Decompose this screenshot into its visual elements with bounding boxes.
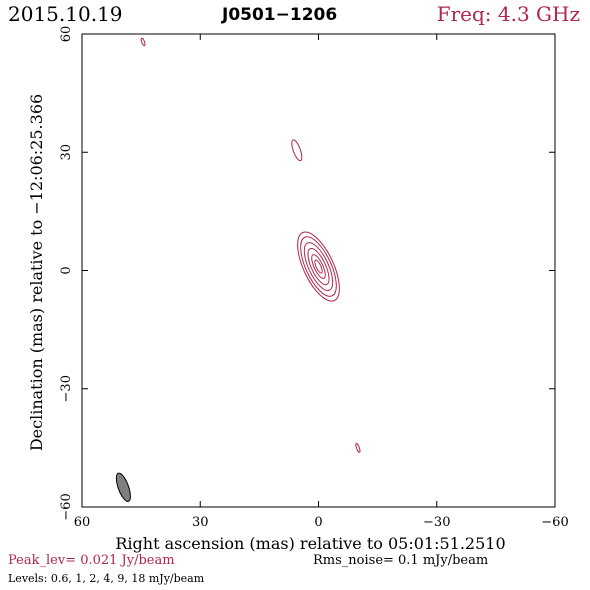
contour-blob-south-east — [355, 442, 361, 453]
contour-lines — [140, 37, 361, 453]
x-tick-labels: 60 30 0 −30 −60 — [74, 515, 569, 530]
x-tick-label: 30 — [192, 515, 209, 530]
x-tick-label: −60 — [541, 515, 568, 530]
y-tick-label: −60 — [59, 493, 74, 520]
x-axis-label: Right ascension (mas) relative to 05:01:… — [115, 534, 505, 553]
contour-levels: Levels: 0.6, 1, 2, 4, 9, 18 mJy/beam — [8, 572, 205, 585]
axis-ticks — [81, 33, 556, 508]
contour-core — [311, 254, 326, 279]
rms-noise: Rms_noise= 0.1 mJy/beam — [313, 553, 489, 568]
x-tick-label: 0 — [314, 515, 322, 530]
observation-date: 2015.10.19 — [8, 2, 123, 26]
contour-blob-north — [291, 139, 303, 162]
contour-core — [314, 259, 323, 274]
x-tick-label: 60 — [74, 515, 91, 530]
contour-blob-top-left — [140, 37, 146, 47]
y-tick-label: 60 — [59, 26, 74, 43]
y-axis-label: Declination (mas) relative to −12:06:25.… — [27, 94, 46, 451]
source-name: J0501−1206 — [222, 5, 338, 25]
frequency-label: Freq: 4.3 GHz — [436, 2, 580, 26]
y-tick-label: 0 — [59, 266, 74, 274]
contour-core — [300, 236, 337, 297]
x-tick-label: −30 — [423, 515, 450, 530]
beam-ellipse — [115, 472, 131, 502]
contour-core — [307, 247, 330, 286]
y-tick-labels: −60 −30 0 30 60 — [59, 26, 74, 521]
y-tick-label: 30 — [59, 144, 74, 161]
peak-level: Peak_lev= 0.021 Jy/beam — [8, 553, 175, 568]
beam-shape — [115, 472, 131, 502]
y-tick-label: −30 — [59, 375, 74, 402]
plot-frame — [81, 33, 556, 508]
contour-core — [297, 231, 340, 302]
contour-core — [303, 242, 334, 292]
